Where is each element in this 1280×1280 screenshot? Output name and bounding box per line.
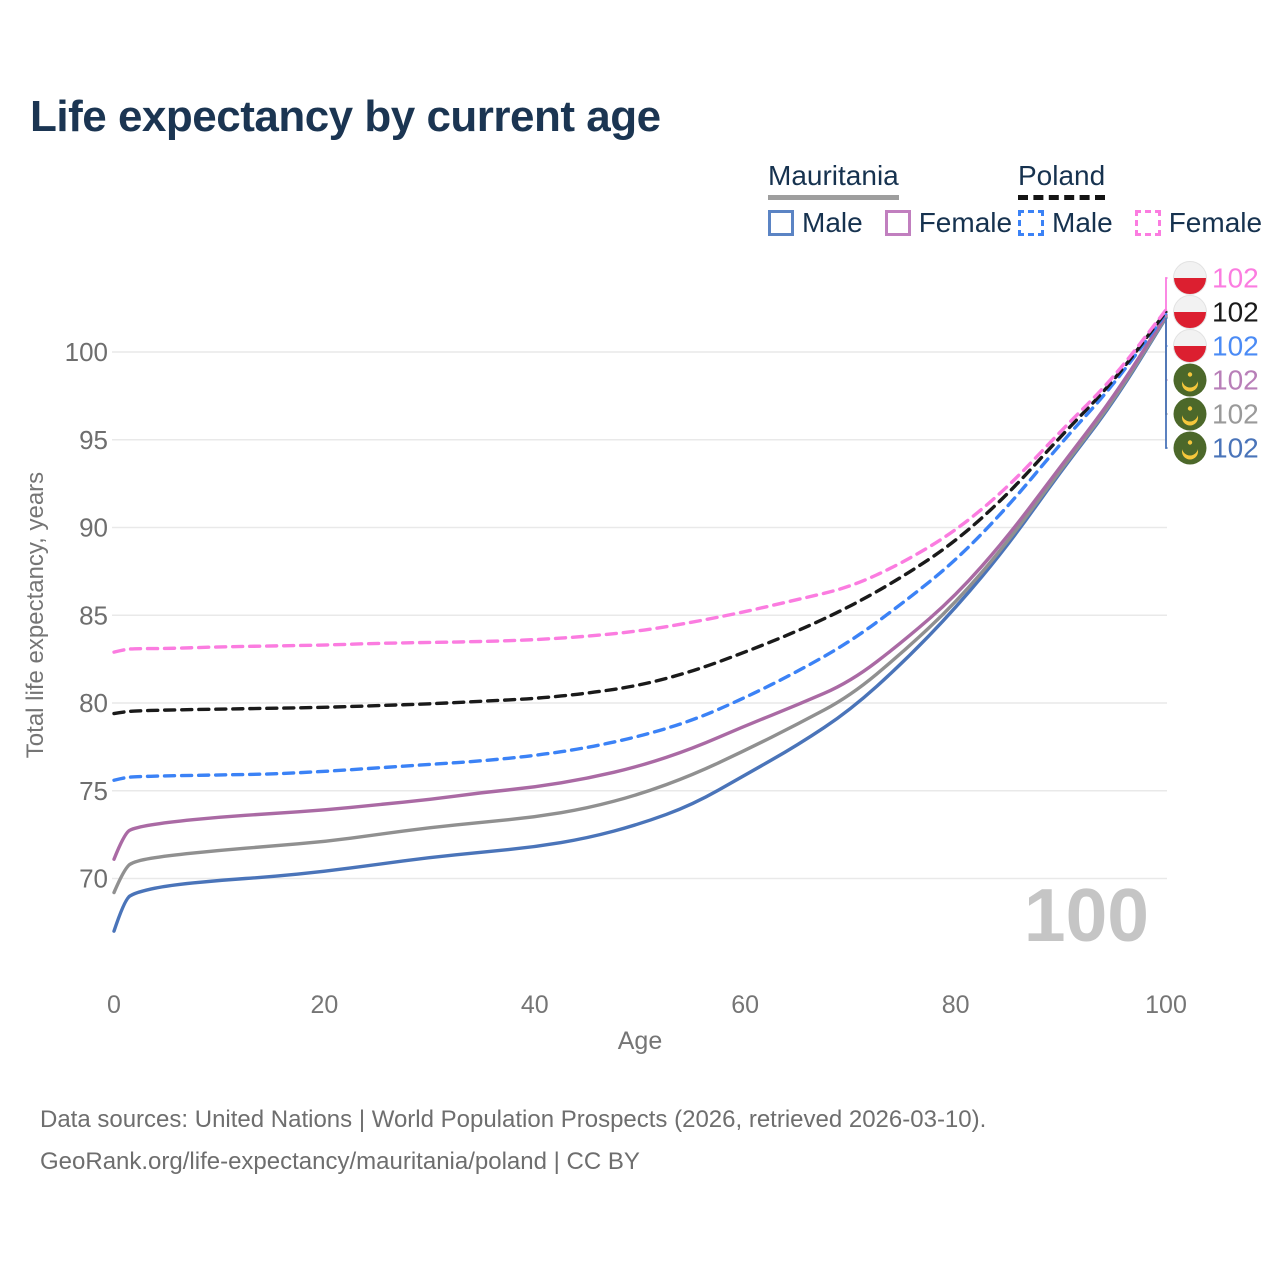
y-tick-95: 95 <box>79 425 108 455</box>
legend-item-mauritania-female[interactable]: Female <box>884 207 1013 239</box>
legend-item-poland-female[interactable]: Female <box>1134 207 1263 239</box>
series-line-mauritania-male <box>112 316 1168 933</box>
series-line-mauritania-female <box>112 313 1168 861</box>
legend-group-poland: Poland Male Female <box>1018 160 1280 239</box>
flag-icon-mauritania-mauritania-female <box>1173 363 1207 397</box>
legend-items-row-mauritania: Male Female <box>768 207 1034 239</box>
legend-item-mauritania-male[interactable]: Male <box>768 207 863 239</box>
end-value-label-mauritania-male: 102 <box>1212 433 1259 464</box>
y-tick-85: 85 <box>79 600 108 630</box>
page-title: Life expectancy by current age <box>30 92 661 141</box>
current-age-watermark: 100 <box>1023 873 1149 957</box>
end-value-label-mauritania-combined: 102 <box>1212 399 1259 430</box>
flag-icon-poland-poland-female <box>1173 261 1207 295</box>
legend-country-poland[interactable]: Poland <box>1018 160 1106 200</box>
series-line-poland-female <box>112 308 1168 654</box>
end-label-connector-mauritania-male <box>1165 317 1168 449</box>
legend-group-mauritania: Mauritania Male Female <box>768 160 1034 239</box>
end-value-label-poland-female: 102 <box>1212 263 1259 294</box>
legend-items-row-poland: Male Female <box>1018 207 1280 239</box>
legend-country-mauritania[interactable]: Mauritania <box>768 160 899 200</box>
x-tick-0: 0 <box>107 991 121 1019</box>
data-sources-text: Data sources: United Nations | World Pop… <box>40 1106 987 1133</box>
legend-checkbox-mauritania-male <box>768 210 794 236</box>
x-tick-40: 40 <box>521 991 549 1019</box>
legend-label-mauritania-female: Female <box>918 207 1013 238</box>
flag-icon-poland-poland-combined <box>1173 295 1207 329</box>
attribution-text: GeoRank.org/life-expectancy/mauritania/p… <box>40 1148 640 1175</box>
x-tick-60: 60 <box>731 991 759 1019</box>
y-tick-70: 70 <box>79 864 108 894</box>
legend-checkbox-mauritania-female <box>884 210 911 236</box>
series-line-mauritania-combined <box>112 315 1168 895</box>
flag-icon-poland-poland-male <box>1173 329 1207 363</box>
x-axis-label: Age <box>617 1027 663 1055</box>
end-label-connector-poland-female <box>1165 277 1168 310</box>
end-value-label-poland-male: 102 <box>1212 331 1259 362</box>
x-tick-80: 80 <box>942 991 970 1019</box>
legend-label-poland-female: Female <box>1168 207 1263 238</box>
legend-item-poland-male[interactable]: Male <box>1018 207 1113 239</box>
y-axis-label: Total life expectancy, years <box>22 471 49 759</box>
flag-icon-mauritania-mauritania-combined <box>1173 397 1207 431</box>
y-tick-90: 90 <box>79 513 108 543</box>
legend-checkbox-poland-female <box>1134 210 1161 236</box>
legend-label-mauritania-male: Male <box>802 207 863 238</box>
legend-checkbox-poland-male <box>1018 210 1044 236</box>
flag-icon-mauritania-mauritania-male <box>1173 431 1207 465</box>
legend-label-poland-male: Male <box>1052 207 1113 238</box>
x-tick-20: 20 <box>310 991 338 1019</box>
end-value-label-mauritania-female: 102 <box>1212 365 1259 396</box>
y-tick-100: 100 <box>65 337 108 367</box>
series-line-poland-male <box>112 311 1168 782</box>
y-tick-75: 75 <box>79 776 108 806</box>
y-tick-80: 80 <box>79 688 108 718</box>
x-tick-100: 100 <box>1145 991 1187 1019</box>
series-line-poland-combined <box>112 309 1168 716</box>
end-value-label-poland-combined: 102 <box>1212 297 1259 328</box>
